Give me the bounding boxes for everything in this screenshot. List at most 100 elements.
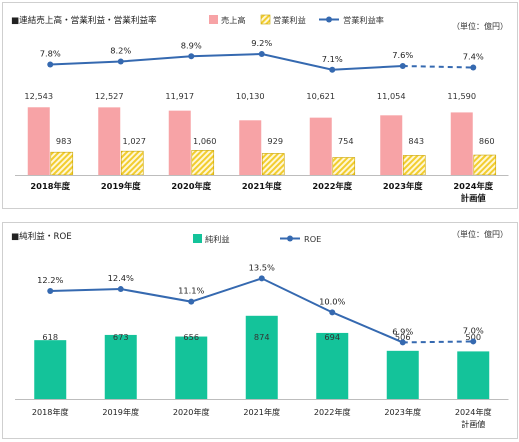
marker-roe bbox=[47, 288, 54, 294]
data-label-roe: 11.1% bbox=[178, 286, 204, 296]
data-label-margin: 7.4% bbox=[463, 52, 484, 62]
bar-operating-profit bbox=[473, 154, 497, 176]
marker-margin bbox=[470, 64, 477, 71]
legend-label-margin: 営業利益率 bbox=[343, 15, 384, 25]
data-label-operating-profit: 1,027 bbox=[123, 136, 146, 146]
legend-swatch-sales bbox=[209, 15, 218, 24]
data-label-operating-profit: 929 bbox=[267, 136, 283, 146]
line-margin bbox=[50, 52, 403, 71]
data-label-roe: 6.9% bbox=[392, 326, 413, 336]
data-label-margin: 8.9% bbox=[181, 40, 202, 50]
bar-net-income bbox=[457, 351, 490, 399]
legend-marker-margin bbox=[326, 16, 332, 23]
bar-sales bbox=[27, 107, 50, 175]
unit-label: （単位：億円） bbox=[452, 21, 508, 31]
data-label-sales: 11,917 bbox=[165, 91, 194, 101]
bar-operating-profit bbox=[261, 153, 285, 176]
marker-margin bbox=[329, 66, 336, 73]
x-tick-label: 2022年度 bbox=[312, 181, 352, 191]
marker-margin bbox=[117, 58, 124, 65]
legend-label-net-income: 純利益 bbox=[205, 234, 230, 244]
data-label-net-income: 506 bbox=[395, 332, 411, 342]
data-label-sales: 12,543 bbox=[24, 91, 53, 101]
bar-sales bbox=[239, 120, 262, 175]
marker-margin bbox=[47, 61, 54, 68]
legend-label-sales: 売上高 bbox=[221, 15, 246, 25]
x-tick-label: 2023年度 bbox=[383, 181, 423, 191]
data-label-margin: 8.2% bbox=[110, 46, 131, 56]
data-label-sales: 10,621 bbox=[306, 91, 335, 101]
marker-margin bbox=[399, 63, 406, 69]
data-label-margin: 7.1% bbox=[322, 54, 343, 64]
chart-title: ■連結売上高・営業利益・営業利益率 bbox=[11, 14, 157, 26]
bar-sales bbox=[168, 110, 191, 175]
data-label-roe: 10.0% bbox=[319, 296, 345, 306]
data-label-operating-profit: 754 bbox=[338, 136, 354, 146]
data-label-net-income: 673 bbox=[113, 332, 129, 342]
data-label-margin: 7.6% bbox=[392, 50, 413, 60]
data-label-margin: 9.2% bbox=[251, 38, 272, 48]
data-label-roe: 12.4% bbox=[108, 273, 134, 283]
data-label-roe: 12.2% bbox=[37, 275, 63, 285]
bar-operating-profit bbox=[50, 151, 74, 176]
x-tick-label: 2019年度 bbox=[101, 181, 141, 191]
bar-net-income bbox=[175, 336, 208, 399]
bar-net-income bbox=[34, 340, 67, 399]
legend-label-operating-profit: 営業利益 bbox=[273, 15, 306, 25]
line-margin-plan-segment bbox=[402, 65, 474, 69]
data-label-operating-profit: 860 bbox=[479, 136, 495, 146]
marker-margin bbox=[258, 51, 265, 57]
bar-operating-profit bbox=[402, 155, 426, 176]
line-roe-plan-segment bbox=[402, 340, 474, 344]
unit-label: （単位：億円） bbox=[452, 229, 508, 239]
legend-swatch-operating-profit bbox=[260, 14, 271, 25]
x-tick-sublabel: 計画値 bbox=[461, 193, 487, 203]
bar-net-income bbox=[104, 334, 137, 399]
data-label-margin: 7.8% bbox=[40, 49, 61, 59]
x-tick-label: 2020年度 bbox=[173, 407, 210, 417]
bar-operating-profit bbox=[191, 150, 215, 176]
data-label-net-income: 694 bbox=[324, 332, 340, 342]
bar-net-income bbox=[316, 332, 349, 399]
data-label-sales: 10,130 bbox=[236, 91, 265, 101]
marker-roe bbox=[188, 298, 195, 305]
bar-operating-profit bbox=[120, 150, 144, 176]
x-tick-label: 2021年度 bbox=[243, 407, 280, 417]
data-label-operating-profit: 983 bbox=[56, 136, 72, 146]
bar-sales bbox=[380, 115, 403, 175]
data-label-roe: 13.5% bbox=[249, 262, 275, 272]
data-label-operating-profit: 843 bbox=[408, 136, 424, 146]
bar-operating-profit bbox=[332, 157, 356, 176]
data-label-sales: 11,590 bbox=[447, 91, 476, 101]
marker-roe bbox=[117, 286, 124, 293]
data-label-net-income: 874 bbox=[254, 332, 270, 342]
marker-roe bbox=[329, 309, 336, 316]
x-tick-label: 2021年度 bbox=[242, 181, 282, 191]
x-tick-label: 2024年度 bbox=[453, 181, 493, 191]
bar-net-income bbox=[245, 315, 278, 399]
marker-roe bbox=[470, 338, 477, 345]
data-label-roe: 7.0% bbox=[463, 325, 484, 335]
bar-net-income bbox=[386, 350, 419, 399]
x-tick-sublabel: 計画値 bbox=[461, 419, 485, 429]
x-tick-label: 2023年度 bbox=[384, 407, 421, 417]
line-roe bbox=[50, 277, 404, 344]
legend-marker-roe bbox=[287, 235, 293, 242]
data-label-sales: 11,054 bbox=[377, 91, 406, 101]
x-tick-label: 2020年度 bbox=[171, 181, 211, 191]
x-tick-label: 2018年度 bbox=[30, 181, 70, 191]
data-label-net-income: 500 bbox=[465, 332, 481, 342]
x-tick-label: 2019年度 bbox=[102, 407, 139, 417]
x-tick-label: 2018年度 bbox=[32, 407, 69, 417]
bar-sales bbox=[98, 107, 121, 175]
sales-profit-chart: ■連結売上高・営業利益・営業利益率 （単位：億円） 売上高 営業利益 営業利益率 12,5… bbox=[11, 14, 509, 203]
x-tick-label: 2024年度 bbox=[455, 407, 492, 417]
bar-sales bbox=[309, 117, 332, 175]
legend-swatch-net-income bbox=[193, 234, 202, 243]
marker-roe bbox=[399, 339, 406, 346]
data-label-net-income: 656 bbox=[183, 332, 199, 342]
net-income-roe-chart-panel: ■純利益・ROE （単位：億円） 純利益 ROE 618 2018年度 673 2019年度 6… bbox=[2, 222, 518, 439]
legend-label-roe: ROE bbox=[304, 234, 321, 244]
marker-roe bbox=[258, 275, 265, 282]
chart-title: ■純利益・ROE bbox=[11, 230, 72, 242]
